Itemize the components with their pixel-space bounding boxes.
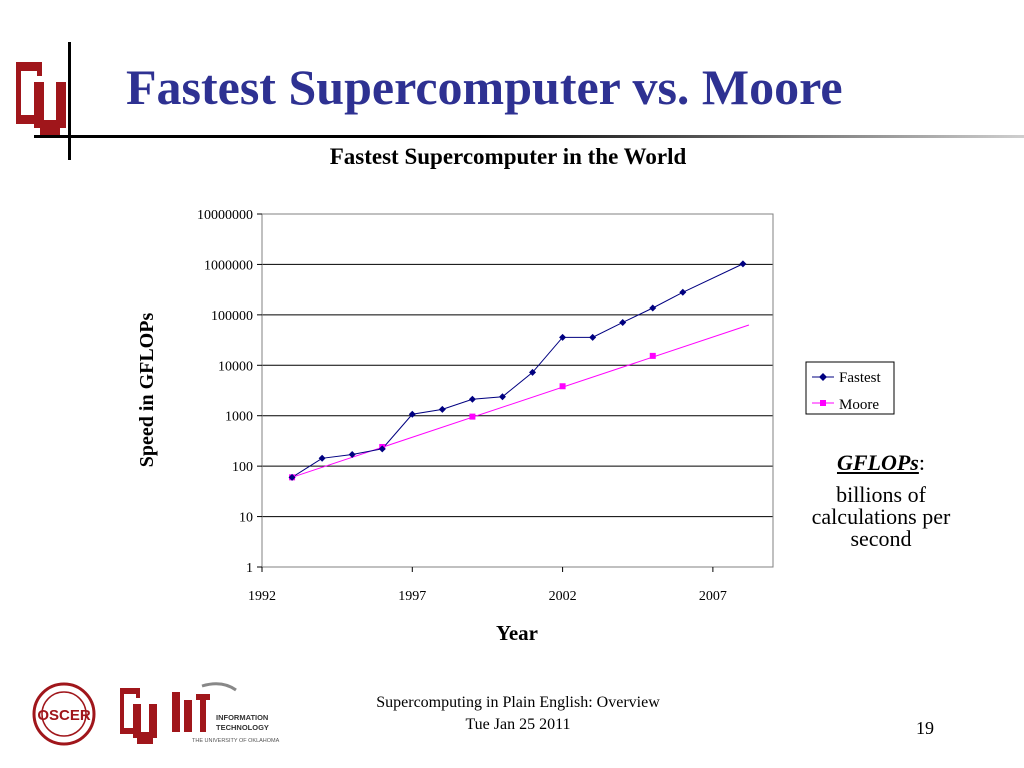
legend: Fastest Moore (805, 361, 895, 415)
oscer-seal-text: OSCER (37, 707, 91, 724)
legend-label-fastest: Fastest (839, 370, 882, 386)
footer-line-1: Supercomputing in Plain English: Overvie… (376, 694, 660, 711)
y-tick-label: 100 (232, 460, 253, 475)
plot-area (261, 213, 774, 568)
footer-logos: OSCER INFORMATION TECHNOLOGY THE UNIVERS… (32, 682, 280, 746)
y-tick-label: 1000000 (204, 258, 253, 273)
chart-gridlines (262, 213, 773, 518)
chart: Fastest Supercomputer in the World 1 10 10… (136, 144, 895, 645)
y-axis: 1 10 100 1000 10000 100000 1000000 10000000 (197, 208, 262, 576)
point-fastest (589, 333, 597, 341)
x-tick-label: 1997 (398, 589, 426, 604)
point-fastest (468, 395, 476, 403)
point-moore (469, 413, 476, 420)
series-line-fastest (291, 263, 744, 478)
x-tick-label: 1992 (248, 589, 276, 604)
ou-footer-logo-icon (120, 688, 157, 744)
page-number: 19 (916, 718, 934, 738)
point-fastest (739, 260, 747, 268)
gflops-note-heading-row: GFLOPs: (786, 452, 976, 474)
y-tick-label: 10000000 (197, 208, 253, 223)
point-fastest (318, 454, 326, 462)
point-fastest (408, 410, 416, 418)
legend-item-fastest: Fastest (812, 370, 882, 386)
point-fastest (498, 393, 506, 401)
point-fastest (529, 368, 537, 376)
x-axis-label: Year (496, 621, 538, 645)
series-lines (291, 263, 750, 478)
x-tick-label: 2007 (699, 589, 727, 604)
point-fastest (679, 288, 687, 296)
y-tick-label: 10000 (218, 359, 253, 374)
y-axis-label: Speed in GFLOPs (136, 313, 158, 468)
point-moore (559, 383, 566, 390)
it-label-1: INFORMATION (216, 713, 268, 722)
y-tick-label: 100000 (211, 309, 253, 324)
ou-logo-icon (16, 62, 66, 136)
slide-title: Fastest Supercomputer vs. Moore (126, 59, 843, 115)
slide-footer: Supercomputing in Plain English: Overvie… (300, 692, 736, 736)
gflops-note-colon: : (918, 450, 925, 475)
y-tick-label: 1 (246, 561, 253, 576)
gflops-note-body: billions of calculations per second (811, 482, 951, 551)
legend-item-moore: Moore (812, 397, 879, 413)
footer-line-2: Tue Jan 25 2011 (465, 716, 571, 733)
x-axis: 1992 1997 2002 2007 (248, 567, 727, 604)
point-fastest (438, 405, 446, 413)
it-sublabel: THE UNIVERSITY OF OKLAHOMA (192, 738, 280, 744)
series-markers (288, 260, 747, 481)
point-fastest (348, 451, 356, 459)
it-logo-icon: INFORMATION TECHNOLOGY THE UNIVERSITY OF… (172, 682, 280, 744)
point-fastest (378, 445, 386, 453)
y-tick-label: 10 (239, 511, 253, 526)
y-tick-label: 1000 (225, 410, 253, 425)
gflops-note-heading: GFLOPs (836, 450, 919, 475)
chart-title: Fastest Supercomputer in the World (330, 144, 687, 169)
point-fastest (288, 473, 296, 481)
legend-label-moore: Moore (839, 397, 879, 413)
gflops-note: GFLOPs: billions of calculations per sec… (786, 452, 976, 550)
point-fastest (619, 318, 627, 326)
title-horizontal-rule (34, 135, 1024, 138)
point-fastest (559, 333, 567, 341)
title-vertical-rule (68, 42, 71, 160)
oscer-seal-icon: OSCER (32, 682, 96, 746)
x-tick-label: 2002 (549, 589, 577, 604)
series-line-moore (291, 324, 750, 478)
point-moore (649, 352, 656, 359)
it-label-2: TECHNOLOGY (216, 723, 269, 732)
point-fastest (649, 304, 657, 312)
